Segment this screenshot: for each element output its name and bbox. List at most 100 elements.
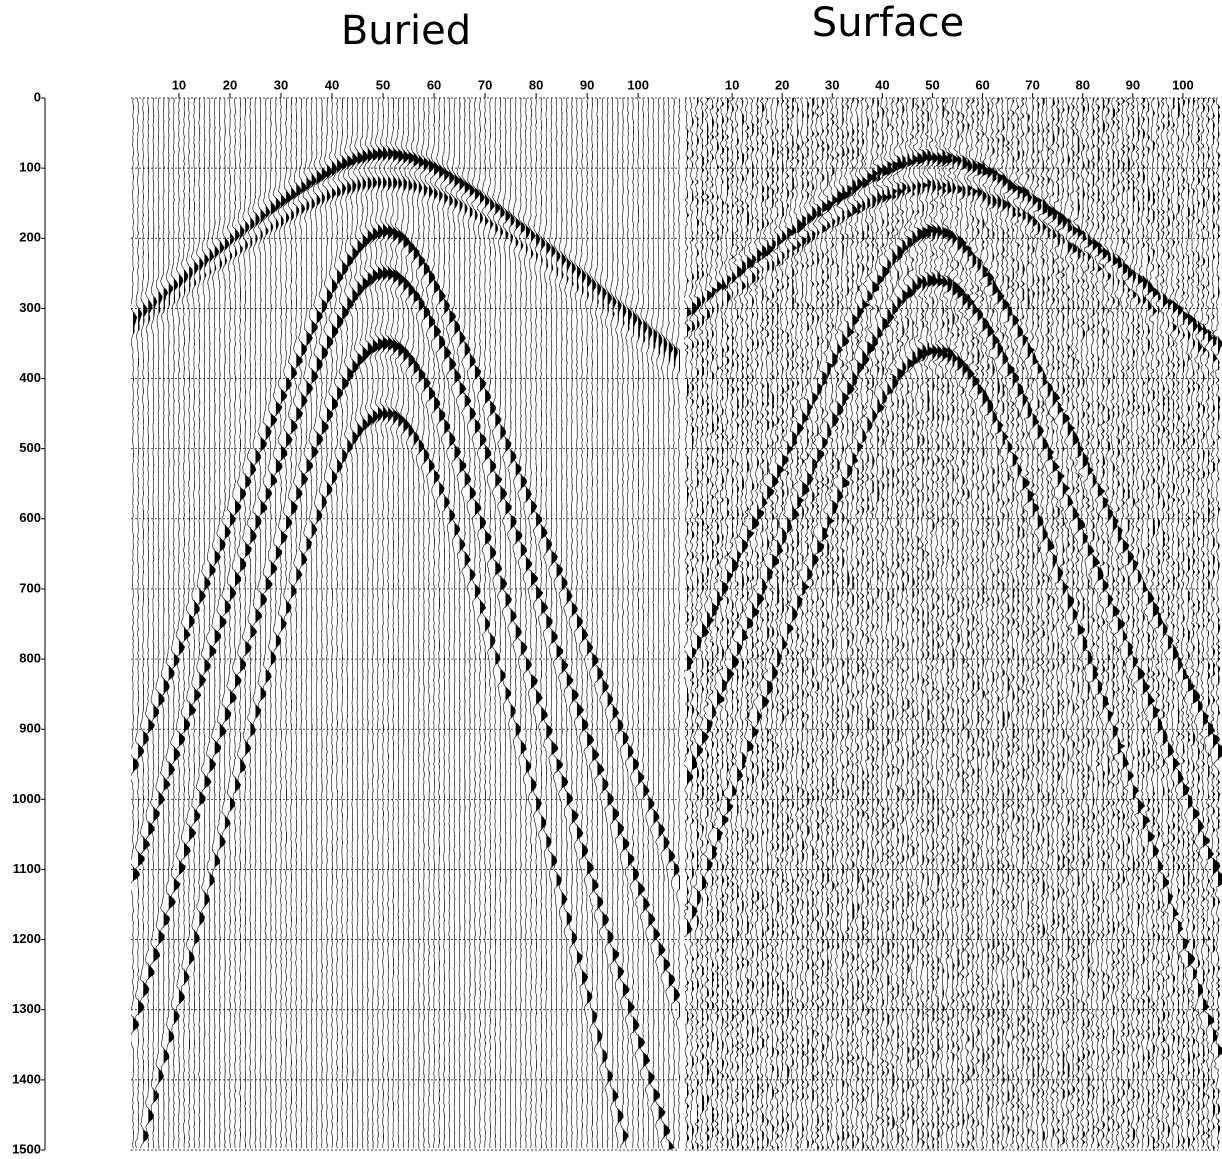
trace-wiggle [444,98,457,1149]
trace-fill [747,98,755,1150]
x-tick-label: 10 [172,77,186,92]
trace-fill [1117,98,1125,1150]
trace-wiggle [957,98,970,1149]
trace-wiggle [822,98,835,1149]
x-tick-label: 30 [274,77,288,92]
trace-wiggle [226,98,237,1149]
x-tick-label: 70 [1025,77,1039,92]
y-tick-label: 900 [19,721,41,736]
y-tick-label: 1200 [12,931,41,946]
trace-wiggle [670,98,680,1149]
trace-wiggle [742,98,755,1149]
trace-fill [490,98,496,1150]
trace-wiggle [1006,98,1020,1149]
trace-wiggle [942,98,955,1149]
x-tick-label: 90 [580,77,594,92]
trace-wiggle [1103,98,1114,1149]
y-tick-label: 1500 [12,1141,41,1156]
trace-wiggle [902,98,915,1149]
trace-wiggle [347,98,359,1149]
trace-wiggle [1057,98,1071,1149]
trace-wiggle [461,98,472,1149]
trace-wiggle [440,98,452,1149]
trace-wiggle [1078,98,1089,1149]
trace-wiggle [946,98,959,1149]
trace-wiggle [221,98,232,1149]
trace-fill [987,98,995,1150]
trace-fill [587,98,594,1150]
trace-wiggle [231,98,242,1149]
trace-wiggle [287,98,298,1149]
trace-fill [260,98,268,1150]
trace-wiggle [762,98,775,1149]
trace-wiggle [497,98,508,1149]
y-tick-label: 600 [19,510,41,525]
trace-wiggle [1148,98,1161,1149]
trace-wiggle [907,98,920,1149]
trace-fill [762,98,769,1150]
trace-wiggle [206,98,217,1149]
trace-wiggle [802,98,814,1149]
trace-wiggle [552,98,564,1149]
trace-fill [408,98,415,1150]
trace-wiggle [966,98,980,1149]
trace-wiggle [1027,98,1040,1149]
trace-wiggle [476,98,487,1148]
trace-wiggle [1108,98,1120,1149]
trace-wiggle [1183,98,1196,1149]
y-tick-label: 400 [19,370,41,385]
trace-wiggle [707,98,720,1149]
panel-title: Buried [341,8,471,54]
trace-wiggle [1117,98,1130,1149]
trace-wiggle [466,98,477,1149]
trace-fill [1002,98,1010,1150]
y-tick-label: 1100 [13,861,41,876]
trace-fill [1037,98,1044,1150]
trace-fill [692,98,698,1150]
trace-wiggle [313,98,324,1149]
trace-fill [1187,98,1195,1150]
trace-fill [280,98,288,1150]
trace-wiggle [408,98,421,1149]
trace-fill [1172,98,1180,1150]
trace-wiggle [692,98,704,1149]
trace-fill [158,98,165,1150]
trace-wiggle [1053,98,1065,1149]
trace-fill [607,98,614,1150]
trace-wiggle [277,98,288,1149]
trace-wiggle [389,98,400,1149]
trace-fill [638,98,645,1150]
trace-wiggle [297,98,309,1149]
trace-wiggle [1173,98,1184,1149]
trace-wiggle [817,98,829,1149]
trace-wiggle [419,98,431,1149]
trace-wiggle [1178,98,1190,1149]
trace-fill [546,98,553,1150]
trace-wiggle [358,98,370,1149]
trace-wiggle [512,98,523,1149]
x-tick-label: 10 [725,77,739,92]
x-tick-label: 50 [925,77,939,92]
trace-wiggle [614,98,625,1149]
trace-fill [500,98,507,1150]
trace-wiggle [1112,98,1126,1149]
trace-fill [697,98,703,1150]
trace-wiggle [517,98,528,1149]
trace-fill [612,98,619,1150]
trace-wiggle [548,98,559,1149]
y-tick-label: 0 [34,89,41,104]
trace-fill [1077,98,1085,1150]
trace-wiggle [1188,98,1201,1149]
trace-wiggle [414,98,426,1149]
trace-wiggle [252,98,263,1149]
y-tick-label: 500 [19,440,41,455]
trace-fill [922,98,930,1150]
trace-wiggle [737,98,749,1149]
trace-fill [992,98,1000,1150]
trace-wiggle [717,98,729,1149]
trace-wiggle [241,98,252,1148]
trace-wiggle [578,98,589,1149]
trace-wiggle [1213,98,1222,1149]
trace-wiggle [853,98,865,1149]
trace-wiggle [593,98,605,1149]
